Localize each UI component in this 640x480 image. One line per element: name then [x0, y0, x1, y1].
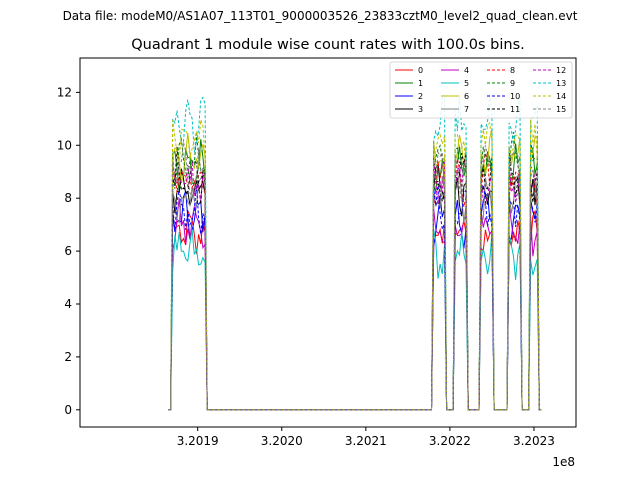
legend-label: 5	[464, 79, 469, 88]
legend-label: 14	[556, 92, 566, 101]
series-line-6	[168, 128, 542, 411]
series-line-3	[168, 162, 542, 411]
legend-label: 4	[464, 66, 469, 75]
legend-label: 12	[556, 66, 566, 75]
plot-area: 3.2019 3.2020 3.2021 3.2022 3.20230246810120…	[57, 57, 577, 448]
axes-frame	[79, 57, 577, 428]
x-tick-label: 3.2021	[345, 434, 387, 448]
y-tick-label: 10	[57, 138, 72, 152]
series-line-10	[168, 183, 542, 411]
legend-label: 8	[510, 66, 515, 75]
y-tick-label: 4	[64, 297, 72, 311]
y-tick-label: 2	[64, 350, 72, 364]
series-line-2	[168, 190, 542, 411]
x-tick-label: 3.2020	[261, 434, 303, 448]
series-line-11	[168, 146, 542, 411]
series-line-0	[168, 209, 542, 411]
legend-label: 2	[418, 92, 423, 101]
series-lines	[168, 93, 542, 411]
series-line-12	[168, 159, 542, 411]
legend-label: 11	[510, 105, 520, 114]
series-line-4	[168, 197, 542, 411]
legend-label: 6	[464, 92, 469, 101]
series-line-14	[168, 119, 542, 411]
suptitle: Data file: modeM0/AS1A07_113T01_90000035…	[63, 9, 578, 23]
y-tick-label: 6	[64, 244, 72, 258]
x-tick-label: 3.2023	[513, 434, 555, 448]
legend-label: 7	[464, 105, 469, 114]
series-line-5	[168, 229, 542, 411]
legend-label: 15	[556, 105, 566, 114]
series-line-8	[168, 153, 542, 411]
series-line-15	[168, 142, 542, 411]
legend-label: 3	[418, 105, 423, 114]
y-tick-label: 8	[64, 191, 72, 205]
x-tick-label: 3.2022	[429, 434, 471, 448]
y-tick-label: 0	[64, 403, 72, 417]
legend-label: 10	[510, 92, 520, 101]
legend-box	[389, 61, 573, 119]
legend-label: 0	[418, 66, 423, 75]
y-tick-label: 12	[57, 85, 72, 99]
chart-title: Quadrant 1 module wise count rates with …	[131, 37, 525, 53]
x-offset-label: 1e8	[552, 455, 575, 469]
legend-label: 1	[418, 79, 423, 88]
legend-label: 9	[510, 79, 515, 88]
legend-label: 13	[556, 79, 566, 88]
x-tick-label: 3.2019	[177, 434, 219, 448]
